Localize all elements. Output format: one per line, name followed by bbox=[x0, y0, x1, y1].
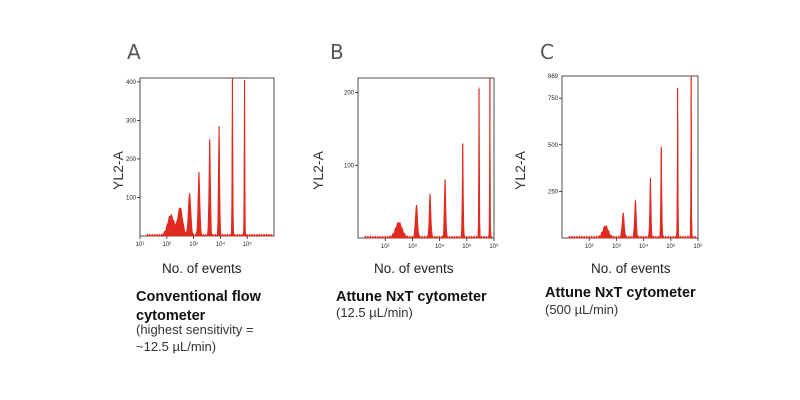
y-tick-label: 750 bbox=[548, 96, 559, 102]
x-tick-label: 10¹ bbox=[136, 242, 145, 248]
x-tick-label: 10⁵ bbox=[243, 241, 253, 248]
caption-title: Conventional flow cytometer bbox=[136, 289, 261, 324]
histogram-area bbox=[364, 82, 494, 239]
y-tick-label: 250 bbox=[548, 189, 559, 195]
panel-letter: C bbox=[540, 40, 554, 64]
y-tick-label: 100 bbox=[126, 195, 137, 201]
chart-a: 100 200 300 400 10¹ 10² 10³ 10⁴ 10⁵ bbox=[126, 77, 275, 248]
caption-subtitle: (500 µL/min) bbox=[545, 302, 619, 317]
x-tick-label: 10² bbox=[162, 242, 171, 248]
y-tick-label: 300 bbox=[126, 118, 137, 124]
panel-a: A YL2-A 100 200 300 400 10¹ 10² 10³ 10⁴ 10⁵ No. … bbox=[0, 0, 275, 400]
caption-subtitle: (12.5 µL/min) bbox=[336, 305, 413, 320]
x-axis-label: No. of events bbox=[374, 261, 454, 276]
x-tick-label: 10⁶ bbox=[489, 243, 499, 250]
caption-title: Attune NxT cytometer bbox=[545, 285, 696, 301]
y-tick-label: 200 bbox=[344, 91, 355, 97]
x-tick-label: 10⁵ bbox=[462, 243, 472, 250]
y-max-label: 869 bbox=[548, 74, 559, 80]
y-tick-label: 100 bbox=[344, 163, 355, 169]
panel-letter: A bbox=[127, 40, 141, 64]
x-tick-label: 10² bbox=[585, 244, 594, 250]
x-tick-label: 10⁴ bbox=[216, 241, 226, 248]
histogram-area bbox=[568, 91, 698, 239]
x-tick-label: 10³ bbox=[408, 244, 417, 250]
chart-b: 100 200 10² 10³ 10⁴ 10⁵ 10⁶ bbox=[344, 77, 499, 250]
chart-c: 250 500 750 869 10² 10³ 10⁴ 10⁵ 10⁶ bbox=[548, 74, 703, 250]
x-tick-label: 10⁵ bbox=[666, 243, 676, 250]
x-axis-label: No. of events bbox=[591, 261, 671, 276]
x-tick-label: 10² bbox=[381, 244, 390, 250]
y-tick-label: 400 bbox=[126, 80, 137, 86]
y-tick-label: 200 bbox=[126, 157, 137, 163]
x-tick-label: 10⁴ bbox=[435, 243, 445, 250]
panel-c: C YL2-A 250 500 750 869 10² 10³ 10⁴ 10⁵ 10⁶ No. … bbox=[512, 40, 703, 317]
y-tick-label: 500 bbox=[548, 143, 559, 149]
panel-letter: B bbox=[330, 40, 344, 64]
y-axis-label: YL2-A bbox=[512, 151, 528, 190]
panel-b: B YL2-A 100 200 10² 10³ 10⁴ 10⁵ 10⁶ No. of eve… bbox=[310, 40, 499, 320]
caption-title: Attune NxT cytometer bbox=[336, 289, 487, 305]
x-tick-label: 10³ bbox=[612, 244, 621, 250]
x-tick-label: 10³ bbox=[189, 242, 198, 248]
x-tick-label: 10⁴ bbox=[639, 243, 649, 250]
x-tick-label: 10⁶ bbox=[693, 243, 703, 250]
x-axis-label: No. of events bbox=[162, 261, 242, 276]
caption-subtitle: (highest sensitivity = ~12.5 µL/min) bbox=[136, 322, 254, 354]
